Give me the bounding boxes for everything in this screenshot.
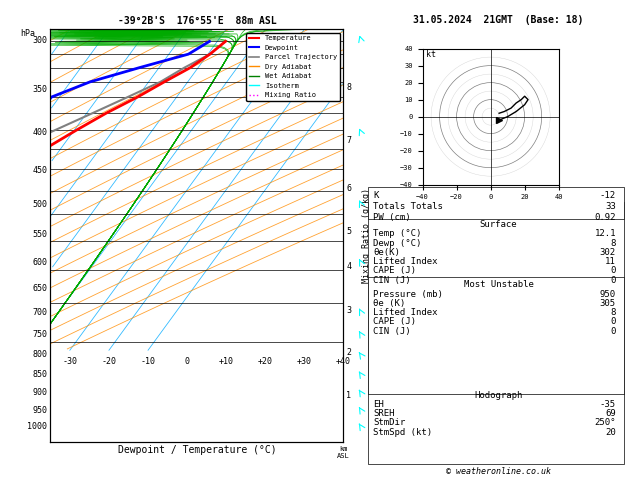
Text: +20: +20	[258, 357, 273, 365]
FancyBboxPatch shape	[368, 391, 624, 464]
Text: 8: 8	[611, 308, 616, 317]
Text: 850: 850	[32, 370, 47, 379]
Text: +10: +10	[219, 357, 234, 365]
Text: 250°: 250°	[594, 418, 616, 428]
Text: 4: 4	[347, 262, 352, 271]
Text: +40: +40	[336, 357, 351, 365]
Text: StmDir: StmDir	[373, 418, 406, 428]
Text: -12: -12	[600, 191, 616, 200]
Text: kt: kt	[426, 50, 436, 59]
Text: 600: 600	[32, 258, 47, 267]
Text: 400: 400	[32, 128, 47, 137]
Text: Lifted Index: Lifted Index	[373, 257, 438, 266]
Text: 8: 8	[611, 239, 616, 248]
Text: 700: 700	[32, 308, 47, 316]
Text: 7: 7	[347, 136, 352, 145]
Text: 550: 550	[32, 230, 47, 239]
Text: hPa: hPa	[21, 29, 36, 38]
Text: CAPE (J): CAPE (J)	[373, 317, 416, 327]
Text: CAPE (J): CAPE (J)	[373, 266, 416, 276]
Text: 2: 2	[347, 347, 352, 357]
Text: 1000: 1000	[28, 422, 47, 431]
Text: 69: 69	[605, 409, 616, 418]
FancyBboxPatch shape	[368, 202, 624, 394]
Text: km
ASL: km ASL	[337, 447, 350, 459]
Text: 1: 1	[347, 391, 352, 400]
Legend: Temperature, Dewpoint, Parcel Trajectory, Dry Adiabat, Wet Adiabat, Isotherm, Mi: Temperature, Dewpoint, Parcel Trajectory…	[246, 33, 340, 101]
Text: 302: 302	[600, 248, 616, 257]
Text: SREH: SREH	[373, 409, 394, 418]
Text: θe (K): θe (K)	[373, 299, 406, 308]
Text: Most Unstable: Most Unstable	[464, 280, 533, 290]
Text: 31.05.2024  21GMT  (Base: 18): 31.05.2024 21GMT (Base: 18)	[413, 15, 584, 25]
Text: 500: 500	[32, 200, 47, 208]
Text: 350: 350	[32, 85, 47, 94]
Text: 950: 950	[600, 290, 616, 299]
Text: Hodograph: Hodograph	[474, 391, 523, 400]
Text: +30: +30	[297, 357, 312, 365]
Text: K: K	[373, 191, 379, 200]
Text: 20: 20	[605, 428, 616, 437]
Text: -30: -30	[62, 357, 77, 365]
Text: 300: 300	[32, 35, 47, 45]
Text: 5: 5	[347, 227, 352, 236]
Text: Dewp (°C): Dewp (°C)	[373, 239, 421, 248]
Text: © weatheronline.co.uk: © weatheronline.co.uk	[446, 467, 551, 476]
Text: θe(K): θe(K)	[373, 248, 400, 257]
Text: Totals Totals: Totals Totals	[373, 202, 443, 211]
Text: 0: 0	[611, 327, 616, 336]
Text: EH: EH	[373, 400, 384, 409]
Text: -35: -35	[600, 400, 616, 409]
Text: 450: 450	[32, 166, 47, 175]
Text: CIN (J): CIN (J)	[373, 276, 411, 285]
Text: 12.1: 12.1	[594, 229, 616, 239]
Text: 800: 800	[32, 350, 47, 360]
Text: 6: 6	[347, 184, 352, 193]
Title: -39°2B'S  176°55'E  88m ASL: -39°2B'S 176°55'E 88m ASL	[118, 16, 276, 26]
Text: 0: 0	[611, 276, 616, 285]
Text: 8: 8	[347, 83, 352, 92]
Text: StmSpd (kt): StmSpd (kt)	[373, 428, 432, 437]
Text: 0: 0	[185, 357, 189, 365]
Text: LCL: LCL	[325, 47, 340, 56]
Text: 33: 33	[605, 202, 616, 211]
X-axis label: Dewpoint / Temperature (°C): Dewpoint / Temperature (°C)	[118, 445, 276, 455]
Text: 900: 900	[32, 388, 47, 397]
Text: 3: 3	[347, 306, 352, 315]
Text: -20: -20	[101, 357, 116, 365]
Text: Temp (°C): Temp (°C)	[373, 229, 421, 239]
Text: 0: 0	[611, 266, 616, 276]
Text: 950: 950	[32, 406, 47, 415]
Text: CIN (J): CIN (J)	[373, 327, 411, 336]
Text: 750: 750	[32, 330, 47, 339]
Text: Lifted Index: Lifted Index	[373, 308, 438, 317]
Text: -10: -10	[140, 357, 155, 365]
Text: Mixing Ratio (g/kg): Mixing Ratio (g/kg)	[362, 188, 372, 283]
Text: PW (cm): PW (cm)	[373, 213, 411, 222]
Text: Pressure (mb): Pressure (mb)	[373, 290, 443, 299]
Text: 305: 305	[600, 299, 616, 308]
FancyBboxPatch shape	[368, 277, 624, 394]
Text: 11: 11	[605, 257, 616, 266]
Text: Surface: Surface	[480, 220, 517, 229]
Text: 0: 0	[611, 317, 616, 327]
Text: 0.92: 0.92	[594, 213, 616, 222]
FancyBboxPatch shape	[368, 187, 624, 219]
Text: 650: 650	[32, 284, 47, 293]
